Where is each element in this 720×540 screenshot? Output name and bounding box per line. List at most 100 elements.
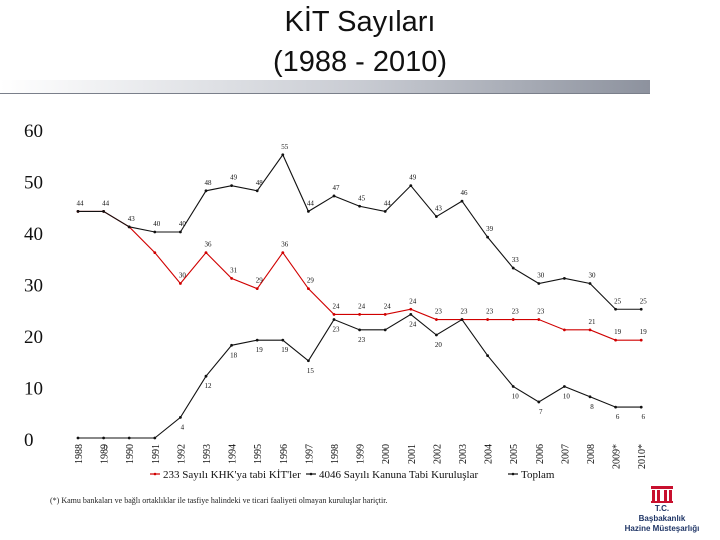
data-point: [332, 194, 336, 198]
data-label: 36: [281, 241, 289, 249]
page-title: KİT Sayıları: [284, 6, 436, 38]
x-tick-label: 2002: [432, 444, 443, 464]
data-label: 40: [153, 220, 161, 228]
logo-line2: Başbakanlık: [638, 514, 686, 523]
y-tick-label: 0: [24, 430, 34, 451]
data-point: [281, 251, 285, 255]
data-label: 43: [128, 215, 136, 223]
data-label: 0: [104, 444, 108, 452]
data-point: [639, 307, 643, 311]
data-point: [153, 436, 157, 440]
legend-label: Toplam: [521, 469, 555, 481]
data-point: [460, 318, 464, 321]
data-point: [204, 374, 208, 378]
data-point: [358, 328, 361, 332]
data-point: [153, 230, 157, 234]
data-label: 6: [641, 413, 645, 421]
data-label: 10: [563, 393, 571, 401]
data-label: 24: [409, 320, 417, 328]
data-point: [255, 189, 259, 193]
data-label: 24: [409, 297, 417, 305]
data-point: [639, 405, 643, 409]
data-point: [614, 307, 617, 311]
data-label: 23: [486, 308, 494, 316]
x-tick-label: 1995: [253, 444, 264, 464]
header-divider: [0, 93, 650, 94]
data-point: [383, 210, 387, 213]
x-tick-label: 1997: [304, 444, 315, 464]
data-point: [588, 282, 592, 285]
legend-label: 4046 Sayılı Kanuna Tabi Kuruluşlar: [319, 469, 478, 481]
data-label: 8: [590, 403, 594, 411]
data-label: 20: [435, 341, 443, 349]
x-tick-label: 2007: [560, 444, 571, 464]
data-point: [537, 400, 541, 404]
data-point: [230, 184, 234, 188]
data-point: [588, 395, 592, 399]
data-point: [332, 318, 336, 321]
data-point: [358, 204, 361, 208]
data-label: 24: [384, 302, 392, 310]
data-label: 48: [205, 179, 213, 187]
data-point: [76, 436, 80, 440]
y-tick-label: 10: [24, 379, 43, 400]
data-point: [435, 318, 438, 321]
data-label: 31: [230, 266, 238, 274]
data-point: [511, 266, 515, 270]
y-tick-label: 20: [24, 327, 43, 348]
series-line-4046: [78, 313, 642, 439]
data-label: 30: [537, 272, 545, 280]
series-line-toplam: [78, 153, 642, 310]
data-point: [307, 359, 310, 363]
data-point: [204, 189, 208, 193]
data-label: 44: [77, 199, 85, 207]
data-point: [255, 338, 259, 342]
data-point: [486, 318, 489, 321]
data-point: [179, 230, 182, 234]
data-label: 44: [102, 199, 110, 207]
data-point: [127, 436, 131, 440]
data-label: 24: [333, 302, 341, 310]
data-point: [255, 287, 259, 291]
data-label: 39: [486, 225, 494, 233]
x-tick-label: 2004: [484, 444, 495, 464]
data-label: 29: [256, 277, 264, 285]
data-label: 25: [614, 297, 622, 305]
y-tick-label: 60: [24, 121, 43, 142]
logo: T.C. Başbakanlık Hazine Müsteşarlığı: [612, 484, 712, 534]
x-tick-label: 1998: [330, 444, 341, 464]
data-label: 45: [358, 194, 366, 202]
x-tick-label: 2010*: [637, 444, 648, 469]
data-point: [435, 215, 438, 218]
data-point: [563, 276, 566, 280]
data-point: [486, 354, 489, 357]
data-point: [511, 318, 515, 321]
data-point: [511, 385, 515, 388]
data-point: [614, 405, 617, 409]
x-tick-label: 2000: [381, 444, 392, 464]
data-label: 19: [614, 328, 622, 336]
data-label: 24: [358, 302, 366, 310]
data-point: [383, 328, 387, 332]
x-tick-label: 2005: [509, 444, 520, 464]
data-point: [76, 210, 80, 213]
data-point: [409, 313, 413, 316]
data-label: 23: [435, 308, 443, 316]
data-label: 4: [181, 423, 185, 431]
data-point: [153, 251, 157, 255]
data-point: [537, 282, 541, 285]
x-tick-label: 2001: [407, 444, 418, 464]
data-point: [383, 313, 387, 316]
x-tick-label: 1993: [202, 444, 213, 464]
data-label: 55: [281, 143, 289, 151]
x-tick-label: 2006: [535, 444, 546, 464]
data-label: 47: [333, 184, 341, 192]
data-label: 10: [512, 393, 520, 401]
data-point: [281, 153, 285, 157]
data-point: [230, 343, 234, 347]
logo-line3: Hazine Müsteşarlığı: [624, 524, 700, 533]
data-label: 48: [256, 179, 264, 187]
data-label: 19: [256, 346, 264, 354]
data-point: [102, 210, 105, 213]
